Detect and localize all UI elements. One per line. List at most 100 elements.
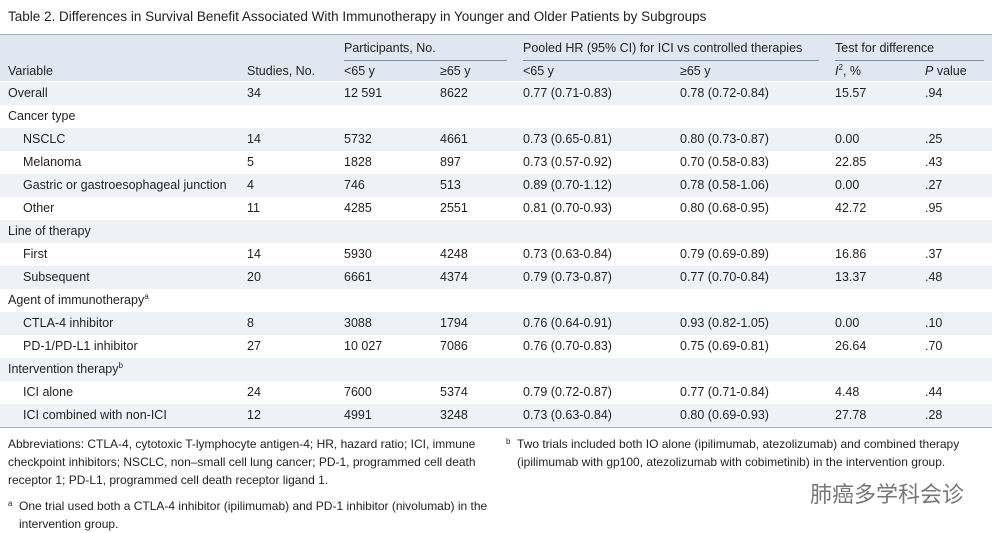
row-band [0,312,992,335]
row-band [0,105,992,128]
section-label: Cancer type [8,108,75,124]
section-label: Agent of immunotherapya [8,292,149,308]
cell: 6661 [344,270,372,284]
row-band [0,358,992,381]
column-header-text: Studies, No. [247,64,316,78]
title-bar [0,0,992,35]
column-header-text: <65 y [344,64,375,78]
cell: .94 [925,86,943,100]
footnote-marker: b [506,437,511,446]
header-group: Test for difference [835,41,935,55]
table-title: Table 2. Differences in Survival Benefit… [8,9,707,24]
row-band [0,174,992,197]
section-text: Line of therapy [8,224,91,238]
header-band [0,35,992,81]
row-band [0,151,992,174]
cell: 24 [247,385,261,399]
row-label: Gastric or gastroesophageal junction [23,178,227,192]
footnote: Two trials included both IO alone (ipili… [517,437,960,469]
header-rule [523,60,819,61]
cell: 0.89 (0.70-1.12) [523,178,612,192]
row-label: CTLA-4 inhibitor [23,316,114,330]
cell: 4661 [440,132,468,146]
cell: 0.80 (0.68-0.95) [680,201,769,215]
cell: .43 [925,155,943,169]
section-note: a [144,291,149,301]
column-header: ≥65 y [440,63,471,79]
cell: 34 [247,86,261,100]
column-header: Variable [8,63,53,79]
cell: 5374 [440,385,468,399]
column-header-italic: P [925,64,934,78]
row-band [0,197,992,220]
cell: 42.72 [835,201,867,215]
row-label: Overall [8,86,48,100]
cell: 1828 [344,155,372,169]
cell: .25 [925,132,943,146]
column-header-text: <65 y [523,64,554,78]
cell: 11 [247,201,260,215]
cell: 0.77 (0.71-0.84) [680,385,769,399]
table-bottom-rule [0,427,992,428]
section-text: Intervention therapy [8,362,119,376]
cell: 513 [440,178,461,192]
cell: 22.85 [835,155,867,169]
cell: 0.78 (0.58-1.06) [680,178,769,192]
cell: 27 [247,339,261,353]
header-rule [835,60,984,61]
cell: 20 [247,270,261,284]
row-band [0,381,992,404]
cell: 3088 [344,316,372,330]
cell: 0.76 (0.70-0.83) [523,339,612,353]
row-label: NSCLC [23,132,66,146]
cell: 12 [247,408,261,422]
header-group: Participants, No. [344,41,436,55]
cell: 0.73 (0.57-0.92) [523,155,612,169]
cell: 8622 [440,86,468,100]
column-header-text: ≥65 y [440,64,471,78]
header-group: Pooled HR (95% CI) for ICI vs controlled… [523,41,803,55]
cell: 10 027 [344,339,383,353]
column-header-text: Variable [8,64,53,78]
cell: 4374 [440,270,468,284]
cell: 0.00 [835,178,860,192]
cell: 0.79 (0.73-0.87) [523,270,612,284]
column-header: P value [925,63,967,79]
cell: 4248 [440,247,468,261]
row-band [0,243,992,266]
cell: 1794 [440,316,468,330]
row-label: First [23,247,48,261]
row-label: PD-1/PD-L1 inhibitor [23,339,138,353]
cell: .27 [925,178,943,192]
cell: 5 [247,155,254,169]
cell: 897 [440,155,461,169]
cell: 3248 [440,408,468,422]
cell: 16.86 [835,247,867,261]
cell: 0.80 (0.69-0.93) [680,408,769,422]
cell: 14 [247,132,261,146]
cell: 2551 [440,201,468,215]
cell: 0.79 (0.69-0.89) [680,247,769,261]
column-header: Studies, No. [247,63,315,79]
cell: .37 [925,247,943,261]
column-header: <65 y [344,63,375,79]
cell: .95 [925,201,943,215]
cell: 7086 [440,339,468,353]
column-header-sup: 2 [838,62,843,72]
row-band [0,289,992,312]
cell: 0.79 (0.72-0.87) [523,385,612,399]
abbreviations: Abbreviations: CTLA-4, cytotoxic T-lymph… [8,437,476,487]
cell: 26.64 [835,339,867,353]
cell: 14 [247,247,261,261]
watermark: 肺癌多学科会诊 [809,482,964,507]
cell: .48 [925,270,943,284]
cell: 0.76 (0.64-0.91) [523,316,612,330]
cell: 5732 [344,132,372,146]
cell: 0.70 (0.58-0.83) [680,155,769,169]
cell: 0.00 [835,316,860,330]
cell: 4.48 [835,385,860,399]
cell: .44 [925,385,943,399]
cell: 0.00 [835,132,860,146]
row-band [0,404,992,427]
